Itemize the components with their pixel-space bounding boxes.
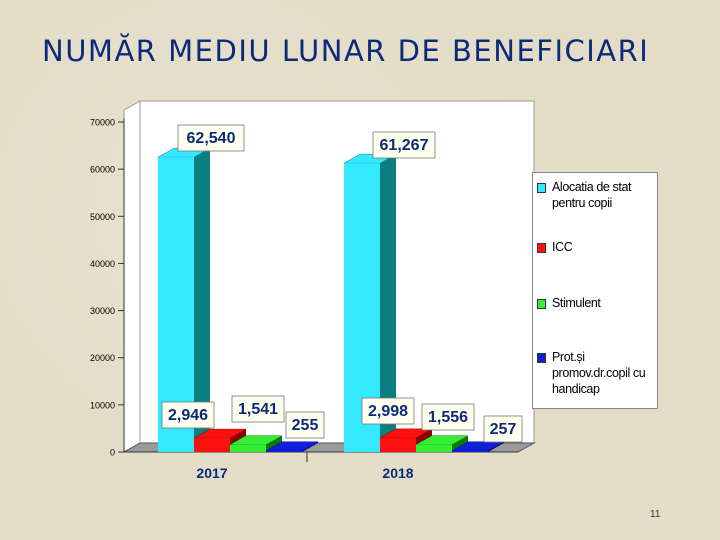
- bar-front: [380, 437, 416, 452]
- data-label: 255: [292, 417, 319, 434]
- bar-0-3: [265, 441, 319, 452]
- bar-front: [230, 444, 266, 452]
- legend-label-alocatia: Alocatia de stat pentru copii: [552, 180, 632, 210]
- legend-label-stimulent: Stimulent: [552, 296, 601, 310]
- bar-front: [266, 450, 302, 452]
- bar-side: [452, 435, 468, 452]
- data-label-box: [177, 124, 245, 152]
- x-category-label: 2018: [382, 465, 413, 481]
- data-label-box: [161, 401, 215, 429]
- bar-side: [380, 154, 396, 452]
- legend-item-alocatia: Alocatia de stat pentru copii: [537, 179, 655, 211]
- chart-legend: Alocatia de stat pentru copii ICC Stimul…: [532, 172, 658, 409]
- legend-item-handicap: Prot.și promov.dr.copil cu handicap: [537, 349, 655, 397]
- data-label: 1,556: [428, 409, 468, 426]
- legend-item-icc: ICC: [537, 239, 655, 255]
- data-label: 61,267: [380, 137, 429, 154]
- legend-swatch-alocatia: [537, 183, 546, 193]
- y-tick-label: 50000: [90, 212, 115, 222]
- y-tick-label: 20000: [90, 353, 115, 363]
- data-label-box: [231, 395, 285, 423]
- data-label: 2,946: [168, 407, 208, 424]
- x-category-label: 2017: [196, 465, 227, 481]
- bar-1-2: [415, 435, 469, 452]
- data-label: 62,540: [187, 130, 236, 147]
- legend-swatch-icc: [537, 243, 546, 253]
- data-label-box: [285, 411, 325, 439]
- bar-0-2: [229, 435, 283, 452]
- y-tick-label: 10000: [90, 400, 115, 410]
- y-tick-label: 70000: [90, 118, 115, 128]
- data-label-box: [421, 403, 475, 431]
- bar-1-3: [451, 441, 505, 452]
- bar-front: [416, 444, 452, 452]
- legend-label-handicap: Prot.și promov.dr.copil cu handicap: [552, 350, 646, 396]
- y-tick-label: 0: [110, 448, 115, 458]
- slide-title: NUMĂR MEDIU LUNAR DE BENEFICIARI: [42, 34, 650, 68]
- data-label: 2,998: [368, 403, 408, 420]
- data-label-box: [372, 131, 436, 159]
- bar-side: [302, 441, 318, 452]
- legend-swatch-stimulent: [537, 299, 546, 309]
- legend-swatch-handicap: [537, 353, 546, 363]
- bar-side: [488, 441, 504, 452]
- bar-side: [266, 435, 282, 452]
- bar-front: [194, 438, 230, 452]
- data-label-box: [361, 397, 415, 425]
- bar-front: [452, 450, 488, 452]
- page-number: 11: [650, 509, 661, 520]
- y-tick-label: 60000: [90, 165, 115, 175]
- bar-side: [194, 148, 210, 452]
- data-label: 1,541: [238, 401, 278, 418]
- chart-side-wall: [123, 100, 141, 453]
- data-label: 257: [490, 421, 517, 438]
- y-tick-label: 40000: [90, 259, 115, 269]
- legend-item-stimulent: Stimulent: [537, 295, 655, 311]
- y-tick-label: 30000: [90, 306, 115, 316]
- data-label-box: [483, 415, 523, 443]
- legend-label-icc: ICC: [552, 240, 573, 254]
